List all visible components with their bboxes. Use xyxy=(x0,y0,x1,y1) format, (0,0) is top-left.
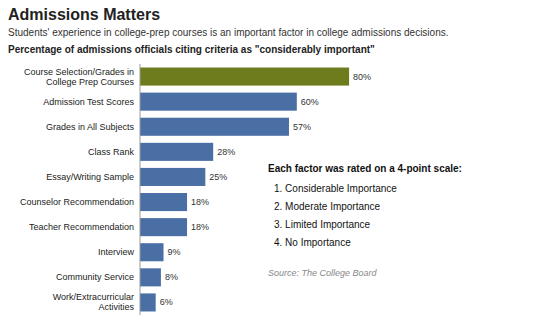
bar xyxy=(140,68,349,86)
bar xyxy=(140,193,187,211)
chart-label: Percentage of admissions officials citin… xyxy=(8,44,375,55)
category-label: Work/ExtracurricularActivities xyxy=(53,292,135,312)
data-label: 60% xyxy=(301,97,319,107)
annotation-title: Each factor was rated on a 4-point scale… xyxy=(268,163,462,174)
annotation-item: 4. No Importance xyxy=(274,237,351,248)
bar xyxy=(140,293,156,311)
category-label: Counselor Recommendation xyxy=(20,197,134,207)
data-label: 28% xyxy=(217,147,235,157)
annotation-item: 3. Limited Importance xyxy=(274,219,371,230)
title: Admissions Matters xyxy=(8,6,160,23)
chart-container: Admissions Matters Students' experience i… xyxy=(0,0,547,325)
data-label: 6% xyxy=(160,297,173,307)
axis-line xyxy=(140,64,141,315)
data-label: 9% xyxy=(168,247,181,257)
bar xyxy=(140,118,289,136)
bar xyxy=(140,243,164,261)
bar xyxy=(140,168,205,186)
data-label: 18% xyxy=(191,197,209,207)
chart: Admissions Matters Students' experience i… xyxy=(0,0,547,325)
category-label: Admission Test Scores xyxy=(43,97,134,107)
category-label: Interview xyxy=(98,247,135,257)
data-label: 25% xyxy=(209,172,227,182)
category-label: Teacher Recommendation xyxy=(29,222,134,232)
category-label: Community Service xyxy=(56,272,134,282)
subtitle: Students' experience in college-prep cou… xyxy=(8,27,448,38)
bar xyxy=(140,218,187,236)
data-label: 18% xyxy=(191,222,209,232)
data-label: 57% xyxy=(293,122,311,132)
source: Source: The College Board xyxy=(268,268,378,278)
category-label: Class Rank xyxy=(88,147,135,157)
bar xyxy=(140,93,297,111)
bar xyxy=(140,143,213,161)
data-label: 80% xyxy=(353,72,371,82)
annotation-item: 2. Moderate Importance xyxy=(274,201,381,212)
bar xyxy=(140,268,161,286)
category-label: Essay/Writing Sample xyxy=(46,172,134,182)
annotation-item: 1. Considerable Importance xyxy=(274,183,397,194)
data-label: 8% xyxy=(165,272,178,282)
category-label: Grades in All Subjects xyxy=(46,122,135,132)
category-label: Course Selection/Grades inCollege Prep C… xyxy=(24,67,135,87)
